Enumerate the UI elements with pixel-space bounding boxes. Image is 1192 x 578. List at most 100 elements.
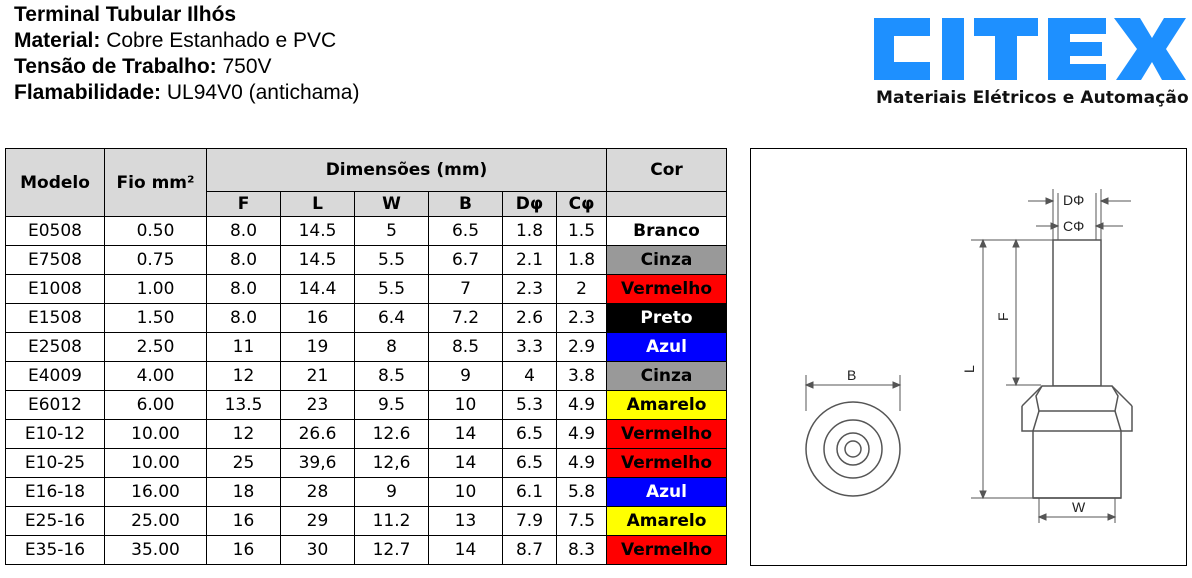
cell-w: 6.4 — [354, 303, 429, 333]
cell-b: 13 — [428, 506, 503, 536]
table-row: E0508 0.50 8.0 14.5 5 6.5 1.8 1.5 Branco — [5, 216, 727, 246]
cell-b: 14 — [428, 448, 503, 478]
cell-color: Amarelo — [606, 390, 727, 420]
flammability-value: UL94V0 (antichama) — [161, 81, 360, 104]
cell-d: 6.1 — [502, 477, 557, 507]
cell-model: E10-25 — [5, 448, 105, 478]
citex-logo — [874, 18, 1186, 80]
cell-b: 9 — [428, 361, 503, 391]
table-row: E4009 4.00 12 21 8.5 9 4 3.8 Cinza — [5, 361, 727, 391]
cell-w: 8 — [354, 332, 429, 362]
cell-color: Azul — [606, 332, 727, 362]
cell-d: 2.3 — [502, 274, 557, 304]
cell-l: 16 — [280, 303, 355, 333]
cell-f: 8.0 — [206, 245, 281, 275]
cell-b: 6.5 — [428, 216, 503, 246]
material-label: Material: — [14, 29, 101, 52]
flammability-label: Flamabilidade: — [14, 81, 162, 104]
cell-f: 18 — [206, 477, 281, 507]
dimension-B — [804, 375, 902, 411]
cell-f: 25 — [206, 448, 281, 478]
cell-color: Amarelo — [606, 506, 727, 536]
table-row: E7508 0.75 8.0 14.5 5.5 6.7 2.1 1.8 Cinza — [5, 245, 727, 275]
header-L: L — [280, 191, 355, 217]
header-color-blank — [606, 191, 727, 217]
cell-wire: 6.00 — [104, 390, 207, 420]
cell-w: 12.7 — [354, 535, 429, 565]
cell-model: E2508 — [5, 332, 105, 362]
cell-f: 12 — [206, 361, 281, 391]
cell-wire: 1.50 — [104, 303, 207, 333]
cell-l: 23 — [280, 390, 355, 420]
header-C: Cφ — [556, 191, 607, 217]
cell-wire: 2.50 — [104, 332, 207, 362]
cell-model: E0508 — [5, 216, 105, 246]
cell-f: 8.0 — [206, 303, 281, 333]
cell-f: 16 — [206, 535, 281, 565]
cell-b: 10 — [428, 390, 503, 420]
cell-color: Azul — [606, 477, 727, 507]
label-C: CΦ — [1063, 218, 1084, 234]
cell-model: E7508 — [5, 245, 105, 275]
cell-l: 29 — [280, 506, 355, 536]
cell-model: E4009 — [5, 361, 105, 391]
cell-b: 6.7 — [428, 245, 503, 275]
cell-f: 16 — [206, 506, 281, 536]
cell-f: 11 — [206, 332, 281, 362]
cell-b: 7 — [428, 274, 503, 304]
cell-l: 14.4 — [280, 274, 355, 304]
table-row: E25-16 25.00 16 29 11.2 13 7.9 7.5 Amarelo — [5, 506, 727, 536]
voltage-line: Tensão de Trabalho: 750V — [14, 54, 359, 80]
cell-wire: 4.00 — [104, 361, 207, 391]
front-view — [805, 401, 901, 497]
side-view — [1021, 239, 1133, 499]
cell-wire: 10.00 — [104, 419, 207, 449]
cell-wire: 25.00 — [104, 506, 207, 536]
cell-w: 9 — [354, 477, 429, 507]
header-D: Dφ — [502, 191, 557, 217]
cell-f: 12 — [206, 419, 281, 449]
cell-w: 8.5 — [354, 361, 429, 391]
cell-d: 1.8 — [502, 216, 557, 246]
cell-d: 6.5 — [502, 448, 557, 478]
cell-d: 7.9 — [502, 506, 557, 536]
cell-model: E16-18 — [5, 477, 105, 507]
table-row: E2508 2.50 11 19 8 8.5 3.3 2.9 Azul — [5, 332, 727, 362]
cell-l: 19 — [280, 332, 355, 362]
header-wire: Fio mm² — [104, 148, 207, 217]
cell-d: 2.6 — [502, 303, 557, 333]
cell-c: 8.3 — [556, 535, 607, 565]
cell-c: 4.9 — [556, 390, 607, 420]
header-model: Modelo — [5, 148, 105, 217]
cell-wire: 0.75 — [104, 245, 207, 275]
cell-model: E35-16 — [5, 535, 105, 565]
cell-wire: 10.00 — [104, 448, 207, 478]
cell-l: 30 — [280, 535, 355, 565]
cell-f: 8.0 — [206, 216, 281, 246]
cell-c: 1.8 — [556, 245, 607, 275]
cell-model: E25-16 — [5, 506, 105, 536]
cell-l: 14.5 — [280, 245, 355, 275]
flammability-line: Flamabilidade: UL94V0 (antichama) — [14, 80, 359, 106]
table-row: E16-18 16.00 18 28 9 10 6.1 5.8 Azul — [5, 477, 727, 507]
cell-c: 2.3 — [556, 303, 607, 333]
cell-f: 8.0 — [206, 274, 281, 304]
table-row: E6012 6.00 13.5 23 9.5 10 5.3 4.9 Amarelo — [5, 390, 727, 420]
material-value: Cobre Estanhado e PVC — [100, 29, 337, 52]
label-B: B — [847, 367, 856, 383]
cell-c: 2 — [556, 274, 607, 304]
cell-wire: 16.00 — [104, 477, 207, 507]
voltage-label: Tensão de Trabalho: — [14, 55, 217, 78]
cell-color: Vermelho — [606, 448, 727, 478]
cell-c: 4.9 — [556, 448, 607, 478]
spec-block: Terminal Tubular Ilhós Material: Cobre E… — [14, 2, 359, 106]
table-row: E35-16 35.00 16 30 12.7 14 8.7 8.3 Vermelho — [5, 535, 727, 565]
label-F: F — [995, 312, 1011, 321]
cell-w: 5 — [354, 216, 429, 246]
cell-color: Cinza — [606, 361, 727, 391]
cell-model: E1008 — [5, 274, 105, 304]
cell-l: 21 — [280, 361, 355, 391]
voltage-value: 750V — [216, 55, 272, 78]
dimensions-table: Modelo Fio mm² Dimensões (mm) Cor F L W … — [5, 148, 727, 565]
cell-l: 28 — [280, 477, 355, 507]
